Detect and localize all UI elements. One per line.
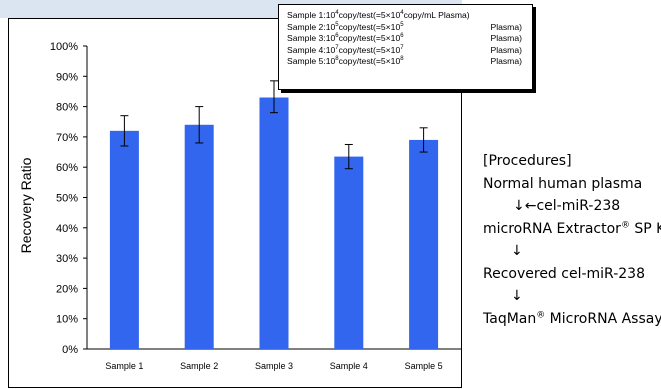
assay-name: TaqMan <box>483 310 537 327</box>
x-category-label: Sample 5 <box>405 361 443 371</box>
legend-mid: copy/test(=5×10 <box>338 44 401 55</box>
legend-exp1: 4 <box>335 10 339 17</box>
bar-sample-4 <box>334 156 364 349</box>
legend-rest: copy/mL Plasma) <box>403 10 470 20</box>
x-category-label: Sample 4 <box>330 361 368 371</box>
y-tick-label: 20% <box>56 283 78 295</box>
legend-mid: copy/test(=5×10 <box>338 10 401 20</box>
y-tick-label: 100% <box>50 41 78 53</box>
legend-text: Sample 1:104copy/test(=5×104copy/mL Plas… <box>287 10 470 20</box>
procedure-step-extractor: microRNA Extractor® SP Kit <box>483 218 661 241</box>
sample-legend-box: Sample 1:104copy/test(=5×104copy/mL Plas… <box>278 4 533 90</box>
legend-prefix: Sample 4:10 <box>287 44 336 55</box>
legend-text: Sample 5:108copy/test(=5×108 <box>287 56 404 66</box>
procedure-step-assay: TaqMan® MicroRNA Assay <box>483 308 661 331</box>
x-category-label: Sample 2 <box>180 361 218 371</box>
legend-mid: copy/test(=5×10 <box>338 21 401 32</box>
legend-line-sample-2: Sample 2:105copy/test(=5×105 Plasma) <box>287 22 526 34</box>
legend-mid: copy/test(=5×10 <box>338 33 401 43</box>
legend-prefix: Sample 1:10 <box>287 10 336 20</box>
legend-prefix: Sample 3:10 <box>287 33 336 43</box>
legend-text: Sample 4:107copy/test(=5×107 <box>287 45 404 55</box>
procedure-arrow-3: ↓ <box>511 288 523 304</box>
legend-text: Sample 2:105copy/test(=5×105 <box>287 22 404 32</box>
legend-line-sample-4: Sample 4:107copy/test(=5×107 Plasma) <box>287 45 526 57</box>
legend-exp2: 8 <box>400 56 404 63</box>
procedures-heading: [Procedures] <box>483 153 572 169</box>
bar-sample-1 <box>109 130 139 349</box>
procedure-step-plasma: Normal human plasma <box>483 175 643 192</box>
y-tick-label: 70% <box>56 132 78 144</box>
procedure-arrow-spike: ↓←cel-miR-238 <box>513 198 621 214</box>
y-tick-label: 50% <box>56 193 78 205</box>
bar-sample-2 <box>184 124 214 349</box>
y-tick-label: 60% <box>56 162 78 174</box>
bar-chart: 0% 10% 20% 30% 40% 50% 60% 70% 80% 90% 100% Recover… <box>18 41 461 371</box>
assay-rest: MicroRNA Assay <box>545 310 661 327</box>
y-tick-label: 40% <box>56 223 78 235</box>
y-tick-label: 30% <box>56 253 78 265</box>
extractor-name: microRNA Extractor <box>483 220 621 237</box>
legend-exp2: 7 <box>400 44 404 51</box>
y-tick-label: 80% <box>56 102 78 114</box>
legend-tail: Plasma) <box>490 33 522 43</box>
legend-line-sample-5: Sample 5:108copy/test(=5×108 Plasma) <box>287 56 526 68</box>
x-category-label: Sample 3 <box>255 361 293 371</box>
y-tick-label: 0% <box>62 344 78 356</box>
y-axis-label: Recovery Ratio <box>18 157 34 253</box>
legend-tail: Plasma) <box>490 44 522 55</box>
legend-tail: Plasma) <box>490 21 522 32</box>
x-category-label: Sample 1 <box>105 361 143 371</box>
bar-sample-5 <box>409 139 439 349</box>
legend-exp1: 5 <box>335 21 339 28</box>
bar-sample-3 <box>259 97 289 349</box>
legend-prefix: Sample 2:10 <box>287 21 336 32</box>
legend-line-sample-3: Sample 3:106copy/test(=5×106 Plasma) <box>287 33 526 45</box>
legend-exp2: 4 <box>400 10 404 17</box>
legend-exp1: 6 <box>335 33 339 40</box>
y-tick-label: 10% <box>56 314 78 326</box>
legend-prefix: Sample 5:10 <box>287 56 336 66</box>
legend-exp2: 5 <box>400 21 404 28</box>
legend-exp2: 6 <box>400 33 404 40</box>
y-tick-label: 90% <box>56 71 78 83</box>
procedure-step-recovered: Recovered cel-miR-238 <box>483 265 645 282</box>
legend-exp1: 7 <box>335 44 339 51</box>
legend-exp1: 8 <box>335 56 339 63</box>
legend-line-sample-1: Sample 1:104copy/test(=5×104copy/mL Plas… <box>287 10 526 22</box>
legend-tail: Plasma) <box>490 56 522 66</box>
legend-mid: copy/test(=5×10 <box>338 56 401 66</box>
registered-mark: ® <box>536 309 546 320</box>
procedure-arrow-2: ↓ <box>511 243 523 259</box>
legend-text: Sample 3:106copy/test(=5×106 <box>287 33 404 43</box>
registered-mark: ® <box>620 219 630 230</box>
procedures-panel: [Procedures] Normal human plasma ↓←cel-m… <box>483 150 661 330</box>
extractor-kit: SP Kit <box>634 220 661 237</box>
